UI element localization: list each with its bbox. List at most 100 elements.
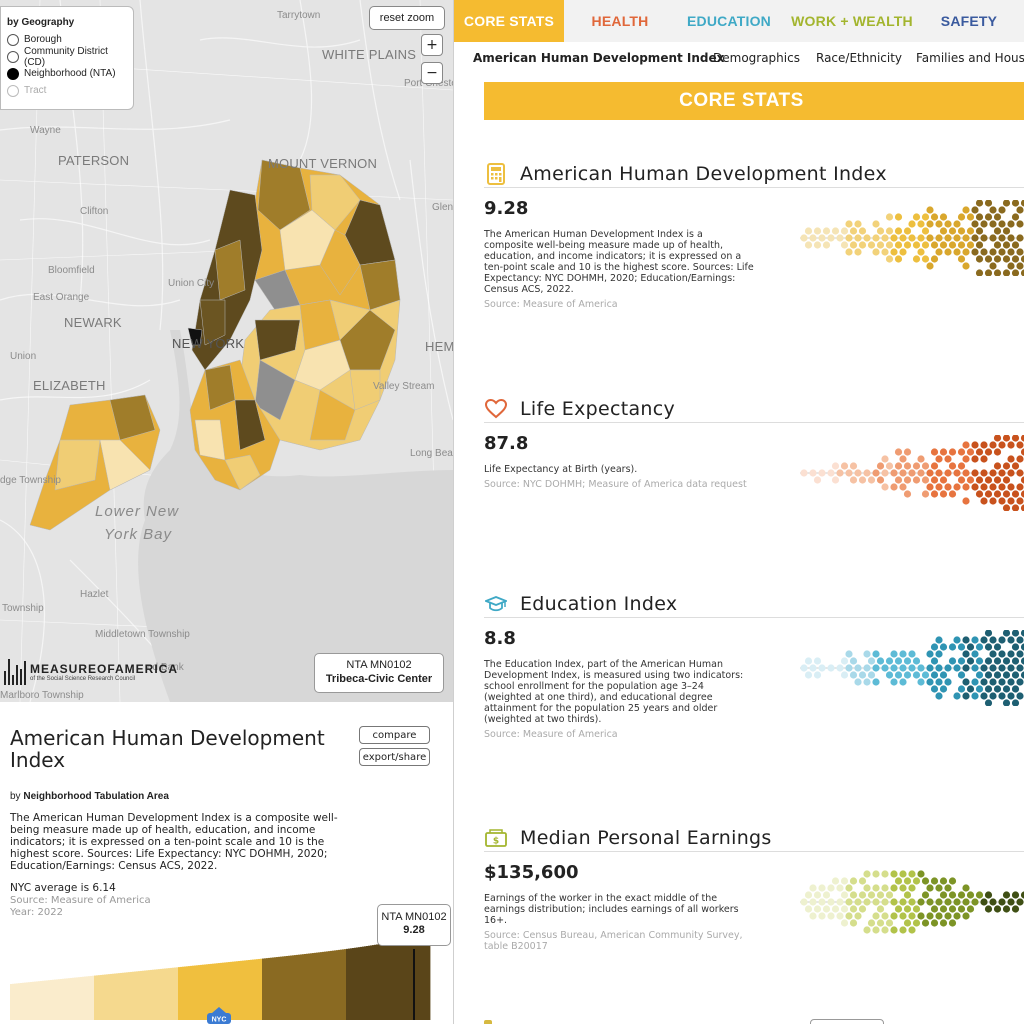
beeswarm-dot[interactable] [984,685,993,693]
beeswarm-dot[interactable] [926,234,934,242]
beeswarm-dot[interactable] [971,469,979,477]
distribution-bar[interactable] [196,965,199,1020]
beeswarm-dot[interactable] [948,891,957,899]
beeswarm-dot[interactable] [908,664,916,672]
beeswarm-dot[interactable] [858,905,867,913]
beeswarm-dot[interactable] [881,469,889,477]
beeswarm-dot[interactable] [944,455,952,463]
beeswarm-dot[interactable] [975,448,984,456]
beeswarm-dot[interactable] [890,926,898,934]
beeswarm-dot[interactable] [930,213,939,221]
beeswarm-dot[interactable] [921,462,930,470]
beeswarm-dot[interactable] [926,678,934,686]
beeswarm-dot[interactable] [836,884,844,892]
beeswarm-dot[interactable] [962,650,970,658]
beeswarm-dot[interactable] [854,898,862,906]
distribution-bar[interactable] [170,967,173,1020]
beeswarm-dot[interactable] [1002,490,1011,498]
beeswarm-dot[interactable] [903,227,912,235]
distribution-bar[interactable] [418,936,421,1020]
distribution-bar[interactable] [424,934,427,1020]
beeswarm-dot[interactable] [1020,269,1024,276]
beeswarm-dot[interactable] [1020,448,1024,456]
beeswarm-dot[interactable] [849,241,858,249]
distribution-bar[interactable] [398,940,401,1020]
distribution-bar[interactable] [250,959,253,1020]
beeswarm-dot[interactable] [984,490,993,498]
beeswarm-dot[interactable] [813,891,822,899]
beeswarm-dot[interactable] [1002,241,1011,249]
beeswarm-dot[interactable] [1011,699,1020,706]
distribution-bar[interactable] [70,977,73,1020]
distribution-bar[interactable] [44,980,47,1020]
zoom-out-button[interactable]: − [421,62,443,84]
beeswarm-dot[interactable] [912,657,921,665]
beeswarm-dot[interactable] [818,912,826,920]
beeswarm-dot[interactable] [845,912,853,920]
beeswarm-dot[interactable] [894,255,903,263]
beeswarm-dot[interactable] [917,898,925,906]
distribution-bar[interactable] [376,944,379,1020]
distribution-bar[interactable] [218,963,221,1020]
beeswarm-dot[interactable] [827,469,835,477]
distribution-bar[interactable] [372,945,375,1020]
distribution-bar[interactable] [166,968,169,1020]
beeswarm-dot[interactable] [1007,497,1015,505]
beeswarm-dot[interactable] [930,685,939,693]
beeswarm-dot[interactable] [980,455,988,463]
distribution-bar[interactable] [130,971,133,1020]
beeswarm-dot[interactable] [975,476,984,484]
beeswarm-dot[interactable] [962,898,970,906]
distribution-bar[interactable] [206,964,209,1020]
beeswarm-dot[interactable] [836,469,844,477]
beeswarm-dot[interactable] [809,912,817,920]
beeswarm-dot[interactable] [962,455,970,463]
beeswarm-dot[interactable] [935,455,943,463]
beeswarm-dot[interactable] [881,926,889,934]
beeswarm-dot[interactable] [899,884,907,892]
partial-button[interactable] [810,1019,884,1024]
distribution-bar[interactable] [368,945,371,1020]
distribution-bar[interactable] [106,974,109,1020]
beeswarm-dot[interactable] [935,650,943,658]
beeswarm-dot[interactable] [849,877,858,885]
beeswarm-dot[interactable] [962,884,970,892]
beeswarm-dot[interactable] [948,905,957,913]
distribution-bar[interactable] [392,941,395,1020]
distribution-bar[interactable] [314,952,317,1020]
beeswarm-dot[interactable] [899,248,907,256]
beeswarm-dot[interactable] [890,483,898,491]
beeswarm-dot[interactable] [935,884,943,892]
beeswarm-dot[interactable] [885,241,894,249]
beeswarm-dot[interactable] [975,255,984,263]
beeswarm-dot[interactable] [939,685,948,693]
distribution-bar[interactable] [114,973,117,1020]
distribution-bar[interactable] [360,946,363,1020]
distribution-bar[interactable] [286,955,289,1020]
beeswarm-dot[interactable] [975,490,984,498]
distribution-bar[interactable] [32,981,35,1020]
distribution-bar[interactable] [52,979,55,1020]
distribution-bar[interactable] [228,962,231,1020]
beeswarm-dot[interactable] [966,685,975,693]
distribution-bar[interactable] [386,942,389,1020]
distribution-bar[interactable] [290,955,293,1020]
beeswarm-dot[interactable] [980,678,988,686]
beeswarm-dot[interactable] [935,678,943,686]
beeswarm-dot[interactable] [849,919,858,927]
beeswarm-dot[interactable] [971,650,979,658]
distribution-bar[interactable] [118,973,121,1020]
distribution-bar[interactable] [264,958,267,1020]
beeswarm-dot[interactable] [1016,234,1024,242]
beeswarm-dot[interactable] [975,200,984,207]
beeswarm-dot[interactable] [966,448,975,456]
beeswarm-dot[interactable] [804,241,813,249]
beeswarm-dot[interactable] [975,227,984,235]
distribution-bar[interactable] [212,963,215,1020]
beeswarm-dot[interactable] [1007,898,1015,906]
distribution-bar[interactable] [22,982,25,1020]
beeswarm-dot[interactable] [1002,671,1011,679]
beeswarm-dot[interactable] [1016,455,1024,463]
beeswarm-dot[interactable] [872,469,880,477]
beeswarm-chart[interactable] [800,200,1024,276]
